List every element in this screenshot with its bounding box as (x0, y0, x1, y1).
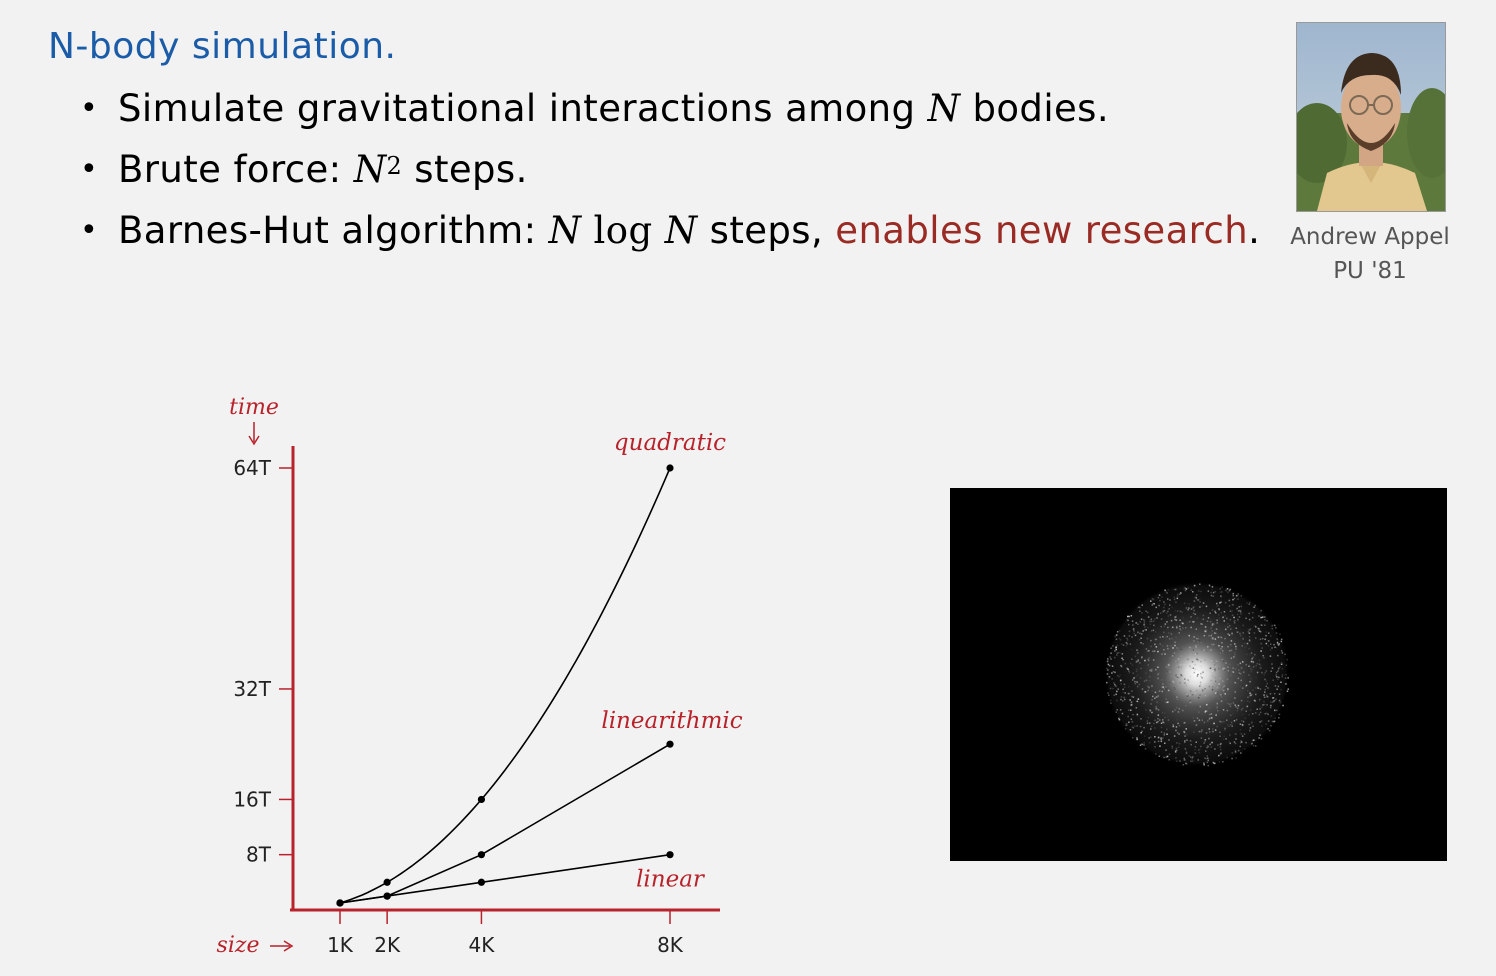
bullet-dot: • (80, 152, 99, 187)
portrait-photo (1296, 22, 1446, 212)
x-axis-label: size (217, 933, 260, 958)
data-point-linear (477, 878, 486, 886)
y-axis-label: time (229, 395, 279, 420)
galaxy-image (1104, 581, 1290, 767)
x-tick-label: 8K (657, 933, 684, 957)
series-label-linearithmic: linearithmic (601, 708, 742, 734)
bullet-dot: • (80, 213, 99, 248)
runtime-chart: 8T 16T 32T 64T 1K 2K 4K 8K time size quadratic line… (217, 395, 743, 958)
bullet-item: • Barnes-Hut algorithm: N log N steps, en… (80, 206, 1260, 267)
bullet-item: • Brute force: N2 steps. (80, 145, 1260, 206)
data-point-quadratic (383, 878, 391, 886)
portrait-caption: Andrew Appel PU '81 (1270, 220, 1470, 288)
x-tick-label: 2K (374, 933, 401, 957)
x-tick-label: 1K (327, 933, 354, 957)
bullet-dot: • (80, 91, 99, 126)
bullet-item: • Simulate gravitational interactions amo… (80, 84, 1260, 145)
data-point-linear (666, 851, 674, 859)
x-axis-arrowhead (283, 940, 294, 952)
person-name: Andrew Appel (1290, 224, 1450, 250)
x-tick-label: 4K (469, 933, 496, 957)
y-tick-label: 8T (246, 843, 272, 867)
data-point-linear (336, 899, 344, 907)
series-line-quadratic (339, 467, 671, 904)
nbody-simulation-view (950, 488, 1447, 861)
data-point-linearithmic (477, 851, 486, 859)
slide-title: N-body simulation. (48, 26, 397, 67)
series-label-linear: linear (636, 867, 706, 893)
y-tick-label: 32T (233, 677, 271, 701)
data-point-linear (383, 892, 391, 900)
data-point-quadratic (666, 464, 674, 472)
portrait-image (1297, 23, 1445, 211)
y-tick-label: 64T (233, 456, 271, 480)
bullet-list: • Simulate gravitational interactions amo… (80, 84, 1260, 267)
data-point-quadratic (477, 795, 486, 804)
y-tick-label: 16T (233, 787, 271, 811)
highlight-text: enables new research (835, 209, 1249, 252)
y-axis-arrowhead (248, 435, 260, 446)
series-label-quadratic: quadratic (614, 430, 726, 456)
series-line-linear (339, 853, 671, 904)
data-point-linearithmic (666, 740, 674, 748)
person-class: PU '81 (1333, 258, 1407, 284)
